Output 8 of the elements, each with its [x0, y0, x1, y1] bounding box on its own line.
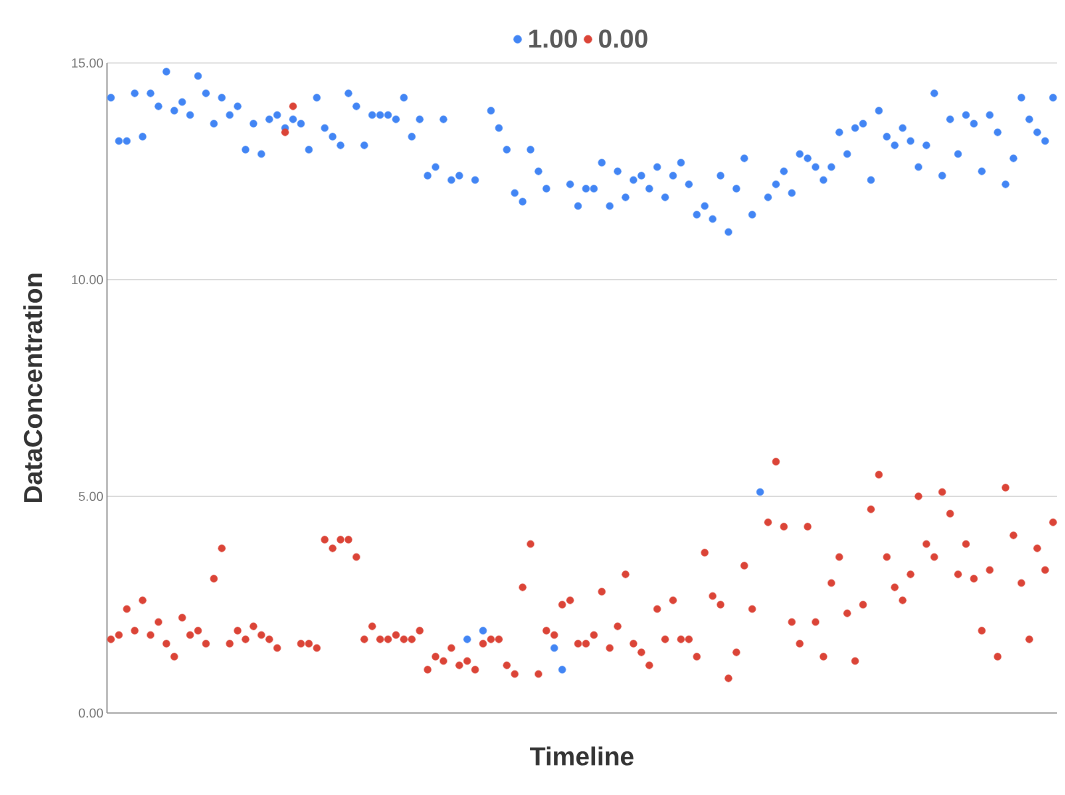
x-axis-title: Timeline [530, 746, 634, 766]
y-tick-label: 15.00 [72, 58, 103, 68]
y-tick-label: 5.00 [78, 491, 103, 501]
y-tick-label: 10.00 [72, 275, 103, 285]
y-axis-title: DataConcentration [23, 273, 43, 503]
legend-label: 1.00 [529, 29, 577, 48]
legend-label: 0.00 [599, 29, 648, 48]
y-tick-label: 0.00 [78, 708, 103, 718]
